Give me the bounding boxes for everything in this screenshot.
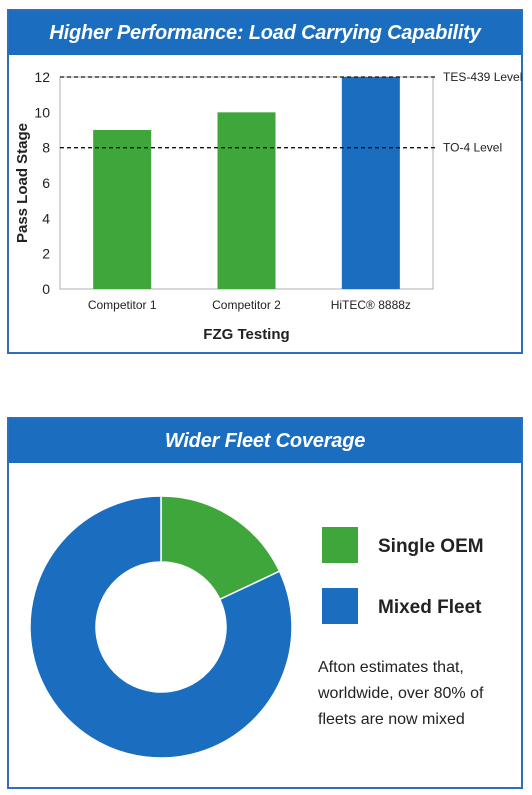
y-tick-label: 10 [34, 104, 50, 120]
note-line: fleets are now mixed [318, 711, 465, 728]
fleet-note: Afton estimates that, worldwide, over 80… [318, 655, 518, 733]
legend-label: Mixed Fleet [378, 597, 482, 618]
y-tick-label: 2 [42, 246, 50, 262]
note-line: Afton estimates that, [318, 659, 464, 676]
load-capability-panel: Higher Performance: Load Carrying Capabi… [7, 9, 523, 354]
legend-swatch [322, 527, 358, 563]
x-tick-label: HiTEC® 8888z [331, 298, 411, 312]
bar [93, 130, 152, 289]
note-line: worldwide, over 80% of [318, 685, 484, 702]
legend-label: Single OEM [378, 536, 484, 557]
x-tick-label: Competitor 2 [212, 298, 281, 312]
reference-label: TES-439 Level [443, 70, 522, 84]
donut-slice [160, 495, 281, 601]
bar [217, 112, 276, 289]
y-tick-label: 8 [42, 140, 50, 156]
x-axis-title: FZG Testing [203, 326, 289, 343]
y-tick-label: 4 [42, 210, 50, 226]
y-axis-title: Pass Load Stage [14, 123, 31, 243]
y-tick-label: 0 [42, 281, 50, 297]
bar-chart-title: Higher Performance: Load Carrying Capabi… [9, 11, 521, 55]
y-tick-label: 6 [42, 175, 50, 191]
donut-chart-title: Wider Fleet Coverage [9, 419, 521, 463]
bar [341, 77, 400, 289]
x-tick-label: Competitor 1 [88, 298, 157, 312]
donut-slice [29, 495, 293, 759]
bar-chart: 0 2 4 6 8 10 12 Competitor 1 Competitor 2 HiTEC® … [14, 69, 522, 343]
y-tick-label: 12 [34, 69, 50, 85]
reference-label: TO-4 Level [443, 141, 502, 155]
legend-swatch [322, 588, 358, 624]
